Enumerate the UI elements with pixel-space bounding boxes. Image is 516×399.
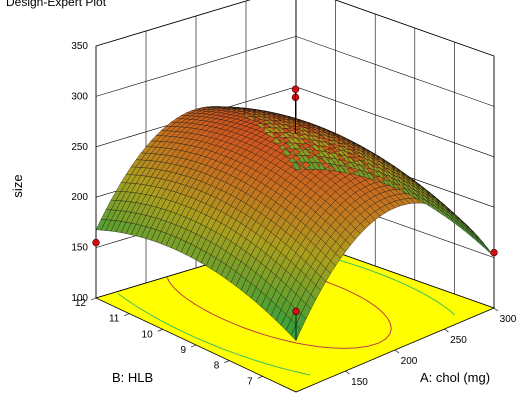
y-tick-mark bbox=[90, 297, 97, 301]
x-tick-label: 150 bbox=[351, 377, 368, 388]
z-tick-label: 350 bbox=[71, 41, 88, 52]
x-tick-label: 300 bbox=[500, 314, 516, 325]
y-tick-mark bbox=[257, 376, 263, 379]
z-tick-label: 100 bbox=[71, 293, 88, 304]
axis-labels: size B: HLB A: chol (mg) 150 200 250 300 7 8 9… bbox=[10, 174, 516, 388]
x-tick-mark bbox=[444, 328, 449, 333]
x-axis-label: A: chol (mg) bbox=[420, 370, 490, 385]
x-tick-label: 250 bbox=[450, 335, 467, 346]
z-gridline bbox=[95, 0, 495, 57]
design-point bbox=[490, 248, 498, 257]
design-point bbox=[292, 307, 300, 316]
x-tick-mark bbox=[394, 349, 400, 354]
y-tick-mark bbox=[157, 329, 163, 332]
y-tick-label: 8 bbox=[214, 361, 220, 372]
design-point bbox=[291, 85, 300, 93]
z-tick-label: 200 bbox=[71, 192, 88, 203]
x-tick-mark bbox=[493, 307, 499, 312]
chart-title: Design-Expert Plot bbox=[6, 0, 107, 9]
x-tick-mark bbox=[345, 370, 350, 375]
z-tick-label: 150 bbox=[71, 243, 88, 254]
z-axis-label: size bbox=[10, 174, 25, 197]
design-point bbox=[92, 238, 100, 247]
contour-line bbox=[166, 277, 392, 349]
surface-cell bbox=[95, 219, 107, 231]
y-tick-label: 10 bbox=[142, 329, 154, 340]
y-tick-mark bbox=[190, 344, 197, 348]
response-surface bbox=[95, 106, 495, 341]
y-tick-label: 9 bbox=[180, 345, 186, 356]
y-tick-mark bbox=[224, 360, 230, 363]
contour-line bbox=[117, 292, 311, 376]
z-tick-label: 300 bbox=[71, 91, 88, 102]
contour-line bbox=[369, 269, 456, 316]
y-tick-label: 11 bbox=[109, 314, 120, 325]
y-axis-label: B: HLB bbox=[112, 370, 153, 385]
z-tick-label: 250 bbox=[71, 142, 88, 153]
y-tick-label: 7 bbox=[247, 376, 253, 387]
design-points bbox=[92, 85, 498, 341]
y-tick-mark bbox=[124, 313, 130, 316]
y-tick-label: 12 bbox=[75, 298, 87, 309]
x-tick-label: 200 bbox=[401, 356, 418, 367]
